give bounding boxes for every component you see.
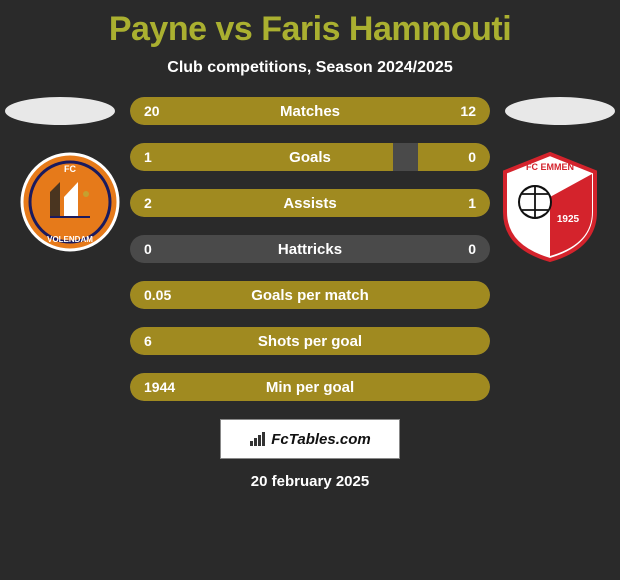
page-subtitle: Club competitions, Season 2024/2025 [0, 59, 620, 77]
stat-value-right: 1 [468, 195, 476, 211]
volendam-badge-icon: FC VOLENDAM [20, 152, 120, 252]
stats-bars: 20Matches121Goals02Assists10Hattricks00.… [130, 97, 490, 401]
stat-row: 1944Min per goal [130, 373, 490, 401]
stat-label: Shots per goal [130, 333, 490, 350]
stat-label: Matches [130, 103, 490, 120]
stat-value-right: 0 [468, 149, 476, 165]
stat-row: 1Goals0 [130, 143, 490, 171]
stat-label: Hattricks [130, 241, 490, 258]
credit-text: FcTables.com [271, 431, 370, 448]
svg-text:1925: 1925 [557, 214, 580, 225]
stat-row: 2Assists1 [130, 189, 490, 217]
club-badge-right: FC EMMEN 1925 [500, 152, 600, 252]
stat-label: Assists [130, 195, 490, 212]
stat-value-right: 12 [460, 103, 476, 119]
stat-value-right: 0 [468, 241, 476, 257]
stat-label: Goals [130, 149, 490, 166]
svg-text:FC: FC [64, 164, 76, 174]
credit-box: FcTables.com [220, 419, 400, 459]
stat-row: 0.05Goals per match [130, 281, 490, 309]
chart-icon [249, 432, 267, 446]
emmen-badge-icon: FC EMMEN 1925 [500, 152, 600, 262]
date-text: 20 february 2025 [0, 473, 620, 490]
player-oval-right [505, 97, 615, 125]
page-title: Payne vs Faris Hammouti [0, 0, 620, 49]
svg-text:VOLENDAM: VOLENDAM [47, 235, 93, 244]
stat-row: 20Matches12 [130, 97, 490, 125]
stat-row: 6Shots per goal [130, 327, 490, 355]
stat-row: 0Hattricks0 [130, 235, 490, 263]
stat-label: Goals per match [130, 287, 490, 304]
player-oval-left [5, 97, 115, 125]
stat-label: Min per goal [130, 379, 490, 396]
svg-text:FC EMMEN: FC EMMEN [526, 162, 574, 172]
club-badge-left: FC VOLENDAM [20, 152, 120, 252]
comparison-content: FC VOLENDAM FC EMMEN 1925 20Matches121Go… [0, 97, 620, 401]
